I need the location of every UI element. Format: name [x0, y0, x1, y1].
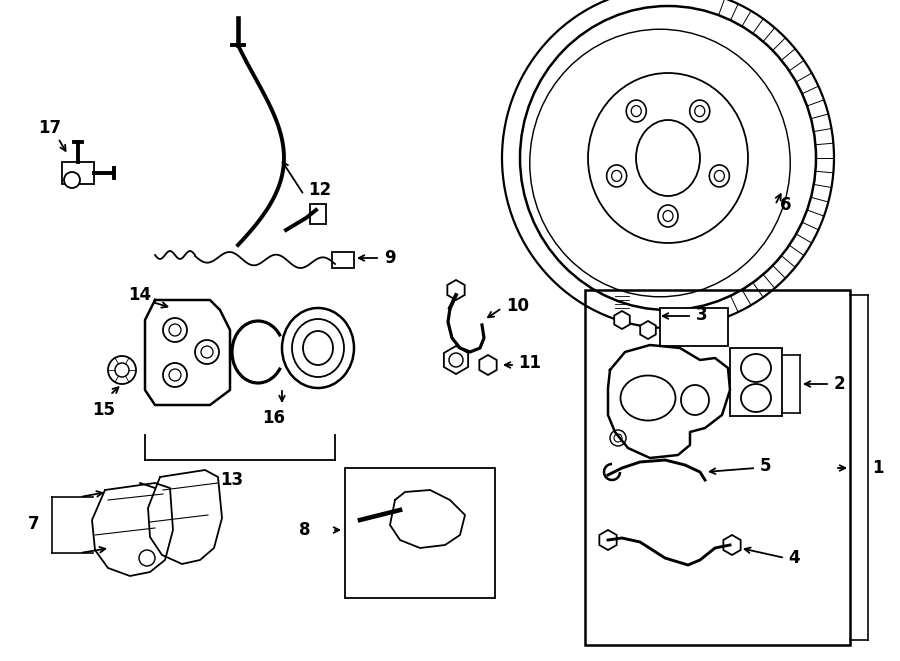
Bar [585, 290, 850, 645]
Text: 4: 4 [788, 549, 799, 567]
Circle shape [139, 550, 155, 566]
Text: 11: 11 [518, 354, 541, 372]
Bar [730, 348, 782, 416]
Text: 16: 16 [262, 409, 285, 427]
Text: 7: 7 [28, 515, 40, 533]
Text: 1: 1 [872, 459, 884, 477]
Text: 12: 12 [308, 181, 331, 199]
Text: 2: 2 [834, 375, 846, 393]
Circle shape [64, 172, 80, 188]
Circle shape [108, 356, 136, 384]
Text: 5: 5 [760, 457, 771, 475]
Ellipse shape [620, 375, 676, 420]
Text: 14: 14 [128, 286, 151, 304]
Ellipse shape [303, 331, 333, 365]
Text: 8: 8 [299, 521, 310, 539]
Text: 17: 17 [38, 119, 61, 137]
Bar [62, 162, 94, 184]
Circle shape [163, 363, 187, 387]
Text: 6: 6 [780, 196, 791, 214]
Ellipse shape [681, 385, 709, 415]
Text: 3: 3 [696, 306, 707, 324]
Ellipse shape [292, 319, 344, 377]
Circle shape [163, 318, 187, 342]
Bar [660, 308, 728, 346]
Text: 9: 9 [384, 249, 396, 267]
Bar [310, 204, 326, 224]
Circle shape [195, 340, 219, 364]
Bar [345, 468, 495, 598]
Text: 13: 13 [220, 471, 243, 489]
Circle shape [610, 430, 626, 446]
Text: 15: 15 [92, 401, 115, 419]
Ellipse shape [741, 384, 771, 412]
Ellipse shape [282, 308, 354, 388]
Text: 10: 10 [506, 297, 529, 315]
Ellipse shape [741, 354, 771, 382]
Bar [332, 252, 354, 268]
Circle shape [449, 353, 463, 367]
